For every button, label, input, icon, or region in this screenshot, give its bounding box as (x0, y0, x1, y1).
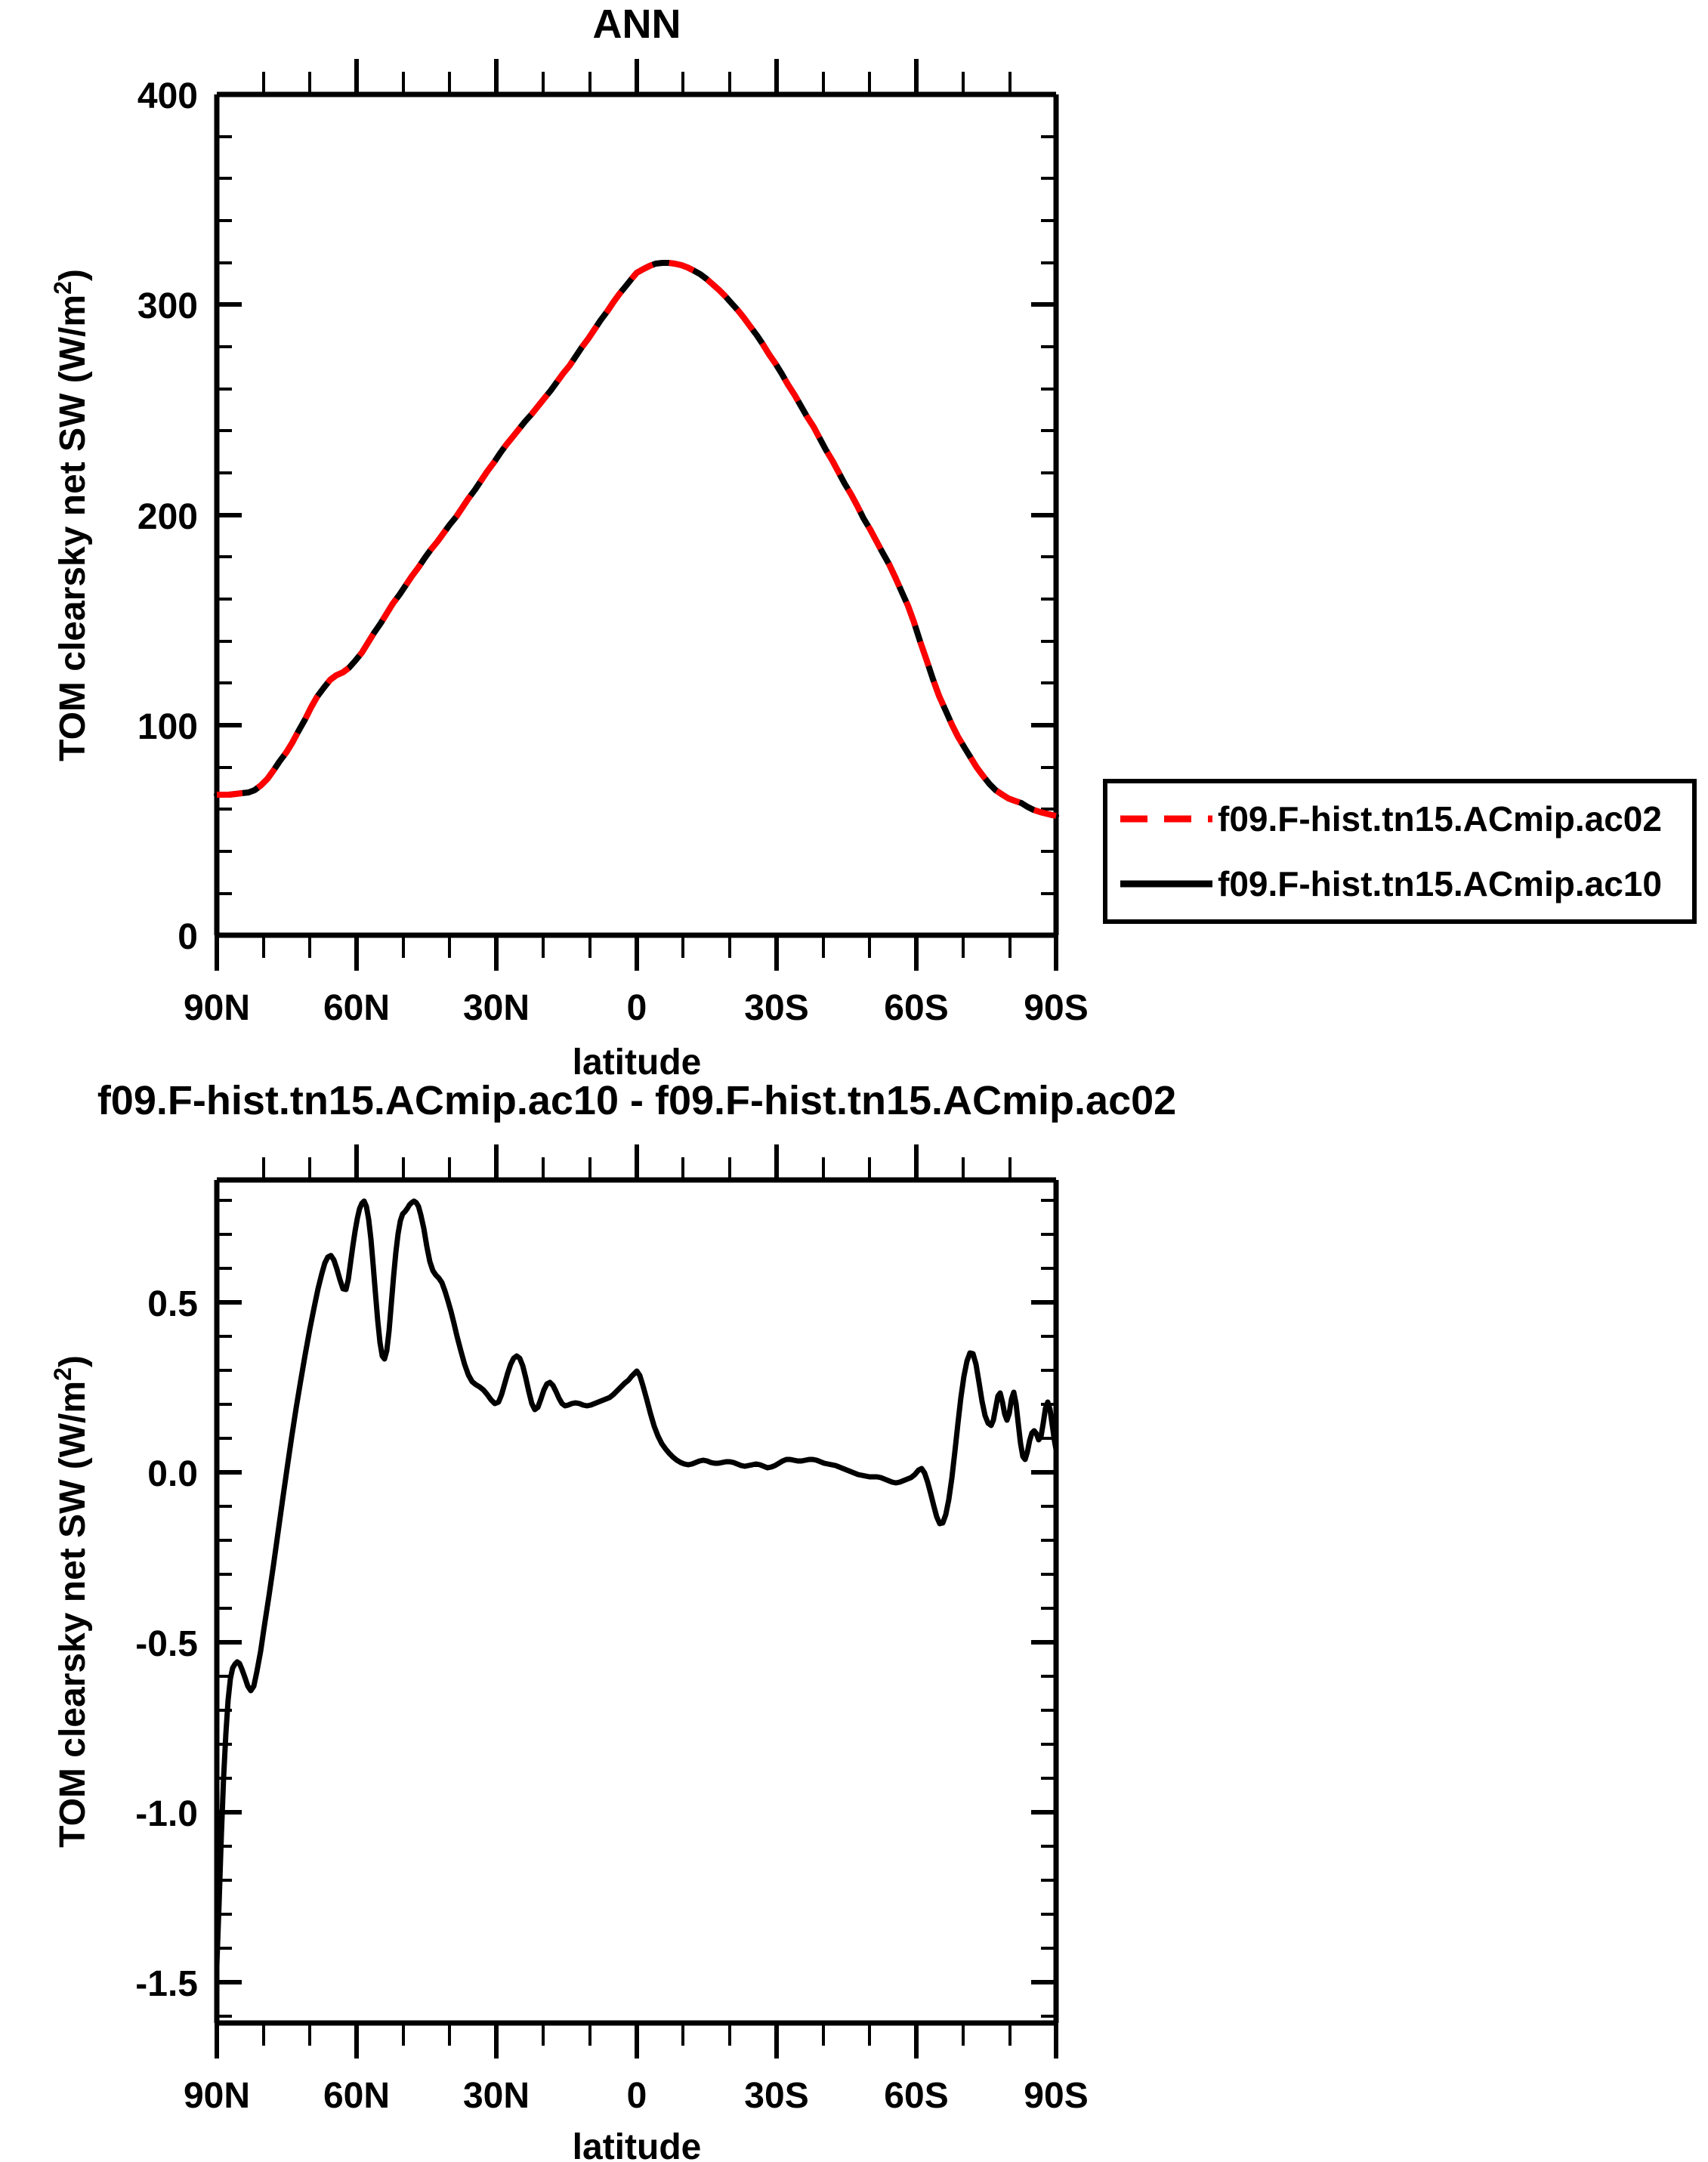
diff-yaxis-title-sup: 2 (49, 1367, 76, 1381)
top-xtick-60s: 60S (884, 988, 948, 1028)
diff-yaxis-title-close: ) (53, 1355, 93, 1367)
series-ac02-curve (217, 260, 1057, 819)
top-yaxis-title-main: TOM clearsky net SW (W/m (53, 295, 93, 761)
series-ac10-curve (214, 260, 1059, 819)
legend-box (1103, 779, 1697, 924)
top-xtick-30n: 30N (463, 988, 530, 1028)
diff-xtick-90n: 90N (184, 2076, 250, 2116)
svg-text:TOM clearsky net SW (W/m2): TOM clearsky net SW (W/m2) (49, 1355, 93, 1848)
top-ytick-400: 400 (137, 76, 198, 116)
top-yaxis-title-sup: 2 (49, 281, 76, 295)
diff-ytick-neg1p0: -1.0 (135, 1794, 198, 1834)
diff-xtick-30s: 30S (744, 2076, 808, 2116)
top-x-ticks-top (262, 59, 1012, 94)
top-xtick-60n: 60N (323, 988, 390, 1028)
diff-y-right-ticks (1031, 1199, 1056, 2018)
top-yaxis-title: TOM clearsky net SW (W/m2) (49, 269, 93, 761)
top-xtick-90s: 90S (1024, 988, 1088, 1028)
diff-yaxis-title: TOM clearsky net SW (W/m2) (49, 1355, 93, 1848)
top-xtick-30s: 30S (744, 988, 808, 1028)
diff-xtick-60s: 60S (884, 2076, 948, 2116)
top-panel-title: ANN (593, 2, 681, 47)
diff-xtick-0: 0 (627, 2076, 647, 2116)
top-ytick-0: 0 (178, 917, 198, 957)
diff-xaxis-title: latitude (573, 2127, 702, 2162)
diff-x-ticks-bottom (215, 2023, 1058, 2059)
top-y-minor-ticks (217, 135, 232, 895)
diff-series-curve (214, 1198, 1059, 1969)
top-ytick-100: 100 (137, 707, 198, 747)
diff-xtick-60n: 60N (323, 2076, 390, 2116)
legend-label-ac10[interactable]: f09.F-hist.tn15.ACmip.ac10 (1218, 864, 1662, 903)
diff-ytick-0p0: 0.0 (147, 1454, 198, 1494)
diff-xtick-30n: 30N (463, 2076, 530, 2116)
top-xaxis-title: latitude (573, 1042, 702, 1083)
svg-text:TOM clearsky net SW (W/m2): TOM clearsky net SW (W/m2) (49, 269, 93, 761)
top-x-ticks-bottom (215, 935, 1058, 971)
diff-ytick-neg0p5: -0.5 (135, 1624, 198, 1664)
diff-panel: f09.F-hist.tn15.ACmip.ac10 - f09.F-hist.… (49, 1078, 1176, 2162)
diff-ytick-neg1p5: -1.5 (135, 1964, 198, 2004)
top-xtick-0: 0 (627, 988, 647, 1028)
top-ytick-300: 300 (137, 286, 198, 326)
top-yaxis-title-close: ) (53, 269, 93, 281)
legend[interactable]: f09.F-hist.tn15.ACmip.ac02 f09.F-hist.tn… (1103, 779, 1697, 924)
diff-panel-title: f09.F-hist.tn15.ACmip.ac10 - f09.F-hist.… (97, 1078, 1176, 1123)
diff-yaxis-title-main: TOM clearsky net SW (W/m (53, 1381, 93, 1848)
top-y-major-ticks (217, 92, 242, 937)
top-panel: ANN (49, 2, 1089, 1083)
diff-ytick-0p5: 0.5 (147, 1284, 198, 1324)
legend-label-ac02[interactable]: f09.F-hist.tn15.ACmip.ac02 (1218, 799, 1662, 839)
diff-xtick-90s: 90S (1024, 2076, 1088, 2116)
diff-x-ticks-top (262, 1144, 1012, 1180)
top-ytick-200: 200 (137, 497, 198, 537)
top-xtick-90n: 90N (184, 988, 250, 1028)
top-y-right-ticks (1031, 135, 1056, 895)
